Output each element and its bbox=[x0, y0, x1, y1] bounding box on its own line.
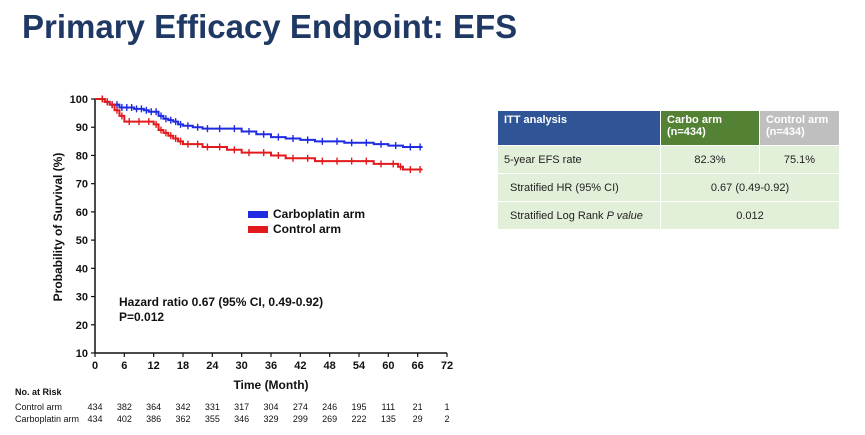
x-axis-label: Time (Month) bbox=[233, 378, 308, 392]
risk-value: 195 bbox=[351, 402, 366, 412]
logrank-value: 0.012 bbox=[660, 201, 840, 230]
x-tick-label: 48 bbox=[324, 360, 336, 372]
table-row: Stratified Log Rank P value 0.012 bbox=[497, 201, 840, 230]
y-tick-label: 100 bbox=[70, 94, 88, 106]
risk-value: 331 bbox=[205, 402, 220, 412]
risk-value: 21 bbox=[413, 402, 423, 412]
legend-swatch bbox=[248, 226, 268, 233]
risk-value: 29 bbox=[413, 414, 423, 424]
y-axis-label: Probability of Survival (%) bbox=[51, 153, 65, 302]
hazard-ratio-annotation: Hazard ratio 0.67 (95% CI, 0.49-0.92) bbox=[119, 295, 323, 309]
risk-value: 111 bbox=[381, 402, 395, 412]
legend-label: Control arm bbox=[273, 222, 341, 236]
risk-value: 274 bbox=[293, 402, 308, 412]
table-row: Stratified HR (95% CI) 0.67 (0.49-0.92) bbox=[497, 173, 840, 202]
hr-value: 0.67 (0.49-0.92) bbox=[660, 173, 840, 202]
y-tick-label: 70 bbox=[76, 179, 88, 191]
y-tick-label: 50 bbox=[76, 235, 88, 247]
x-tick-label: 60 bbox=[382, 360, 394, 372]
y-tick-label: 90 bbox=[76, 122, 88, 134]
hr-label: Stratified HR (95% CI) bbox=[497, 173, 661, 202]
efs-rate-control: 75.1% bbox=[759, 145, 840, 174]
y-tick-label: 20 bbox=[76, 320, 88, 332]
header-carbo-arm: Carbo arm (n=434) bbox=[660, 110, 760, 146]
table-header-row: ITT analysis Carbo arm (n=434) Control a… bbox=[497, 110, 840, 146]
risk-value: 346 bbox=[234, 414, 249, 424]
logrank-label-prefix: Stratified Log Rank bbox=[510, 209, 607, 222]
x-tick-label: 30 bbox=[236, 360, 248, 372]
efs-rate-label: 5-year EFS rate bbox=[497, 145, 661, 174]
risk-value: 222 bbox=[351, 414, 366, 424]
risk-value: 434 bbox=[87, 402, 102, 412]
risk-value: 2 bbox=[444, 414, 449, 424]
y-tick-label: 30 bbox=[76, 292, 88, 304]
risk-value: 246 bbox=[322, 402, 337, 412]
itt-analysis-table: ITT analysis Carbo arm (n=434) Control a… bbox=[497, 110, 840, 230]
slide-title: Primary Efficacy Endpoint: EFS bbox=[22, 8, 518, 45]
risk-table-header: No. at Risk bbox=[15, 387, 63, 397]
risk-value: 269 bbox=[322, 414, 337, 424]
p-value-annotation: P=0.012 bbox=[119, 310, 164, 324]
risk-value: 135 bbox=[381, 414, 396, 424]
logrank-label-italic: P value bbox=[606, 209, 643, 222]
risk-value: 402 bbox=[117, 414, 132, 424]
x-tick-label: 18 bbox=[177, 360, 189, 372]
risk-row-label: Control arm bbox=[15, 402, 62, 412]
y-tick-label: 80 bbox=[76, 150, 88, 162]
efs-rate-carbo: 82.3% bbox=[660, 145, 760, 174]
risk-value: 364 bbox=[146, 402, 161, 412]
header-control-arm: Control arm (n=434) bbox=[759, 110, 840, 146]
risk-value: 355 bbox=[205, 414, 220, 424]
x-tick-label: 24 bbox=[206, 360, 219, 372]
chart-axes: 0 6 12 18 24 30 36 42 48 54 60 66 72 10 20 30 40 50 60 70 80… bbox=[70, 94, 453, 372]
x-tick-label: 36 bbox=[265, 360, 277, 372]
risk-value: 299 bbox=[293, 414, 308, 424]
y-tick-label: 10 bbox=[76, 348, 88, 360]
y-tick-label: 40 bbox=[76, 263, 88, 275]
risk-value: 362 bbox=[175, 414, 190, 424]
y-tick-label: 60 bbox=[76, 207, 88, 219]
legend-label: Carboplatin arm bbox=[273, 207, 365, 221]
x-tick-label: 54 bbox=[353, 360, 366, 372]
risk-table: No. at Risk Control arm 434 382 364 342 331 31… bbox=[15, 387, 450, 424]
risk-value: 1 bbox=[444, 402, 449, 412]
risk-value: 304 bbox=[263, 402, 278, 412]
x-tick-label: 42 bbox=[294, 360, 306, 372]
risk-value: 382 bbox=[117, 402, 132, 412]
x-tick-label: 72 bbox=[441, 360, 453, 372]
x-tick-label: 12 bbox=[148, 360, 160, 372]
chart-series bbox=[95, 95, 423, 174]
x-tick-label: 66 bbox=[412, 360, 424, 372]
header-itt-analysis: ITT analysis bbox=[497, 110, 661, 146]
risk-value: 386 bbox=[146, 414, 161, 424]
logrank-label: Stratified Log Rank P value bbox=[497, 201, 661, 230]
x-tick-label: 6 bbox=[121, 360, 127, 372]
x-tick-label: 0 bbox=[92, 360, 98, 372]
km-curve-carboplatin bbox=[95, 98, 423, 148]
risk-value: 342 bbox=[175, 402, 190, 412]
risk-value: 434 bbox=[87, 414, 102, 424]
table-row: 5-year EFS rate 82.3% 75.1% bbox=[497, 145, 840, 174]
legend-swatch bbox=[248, 211, 268, 218]
risk-value: 329 bbox=[263, 414, 278, 424]
risk-row-label: Carboplatin arm bbox=[15, 414, 79, 424]
risk-value: 317 bbox=[234, 402, 249, 412]
